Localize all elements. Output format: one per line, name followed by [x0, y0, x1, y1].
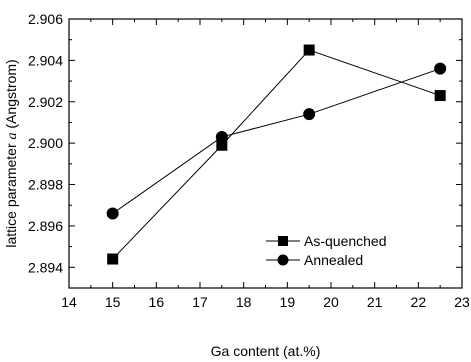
y-tick-label: 2.906 — [28, 11, 63, 27]
y-axis-label-symbol: a — [5, 132, 20, 139]
legend-marker-annealed — [277, 254, 289, 266]
legend: As-quenched Annealed — [266, 233, 387, 268]
series-layer — [106, 44, 447, 265]
y-tick-label: 2.902 — [28, 94, 63, 110]
y-tick-label: 2.894 — [28, 259, 63, 275]
y-tick-label: 2.898 — [28, 177, 63, 193]
legend-label-as-quenched: As-quenched — [304, 233, 387, 249]
y-axis-ticks: 2.894 2.896 2.898 2.900 2.902 2.904 2.906 — [28, 11, 462, 289]
x-tick-label: 15 — [105, 294, 121, 310]
data-point-as-quenched — [107, 253, 119, 265]
legend-label-annealed: Annealed — [304, 252, 363, 268]
x-tick-label: 14 — [61, 294, 77, 310]
x-axis-ticks: 14 15 16 17 18 19 20 21 22 23 — [61, 19, 470, 310]
y-tick-label: 2.900 — [28, 135, 63, 151]
x-tick-label: 20 — [323, 294, 339, 310]
data-point-annealed — [106, 207, 119, 220]
plot-frame — [68, 18, 463, 289]
y-axis-label: lattice parameter a (Angstrom) — [3, 59, 20, 247]
data-point-as-quenched — [216, 139, 228, 151]
data-point-annealed — [303, 108, 316, 121]
x-tick-label: 23 — [454, 294, 470, 310]
y-axis-label-suffix: (Angstrom) — [3, 59, 19, 132]
x-tick-label: 22 — [411, 294, 427, 310]
legend-marker-as-quenched — [278, 236, 288, 246]
y-tick-label: 2.896 — [28, 218, 63, 234]
y-tick-label: 2.904 — [28, 52, 63, 68]
data-point-as-quenched — [434, 90, 446, 102]
x-axis-label: Ga content (at.%) — [211, 343, 321, 359]
series-line-as-quenched — [112, 49, 441, 260]
x-tick-label: 18 — [236, 294, 252, 310]
x-tick-label: 17 — [192, 294, 208, 310]
data-point-annealed — [215, 130, 228, 143]
x-tick-label: 16 — [149, 294, 165, 310]
x-tick-label: 21 — [367, 294, 383, 310]
x-tick-label: 19 — [280, 294, 296, 310]
y-axis-label-prefix: lattice parameter — [3, 139, 19, 247]
data-point-as-quenched — [303, 44, 315, 56]
data-point-annealed — [434, 62, 447, 75]
series-line-annealed — [112, 68, 441, 214]
